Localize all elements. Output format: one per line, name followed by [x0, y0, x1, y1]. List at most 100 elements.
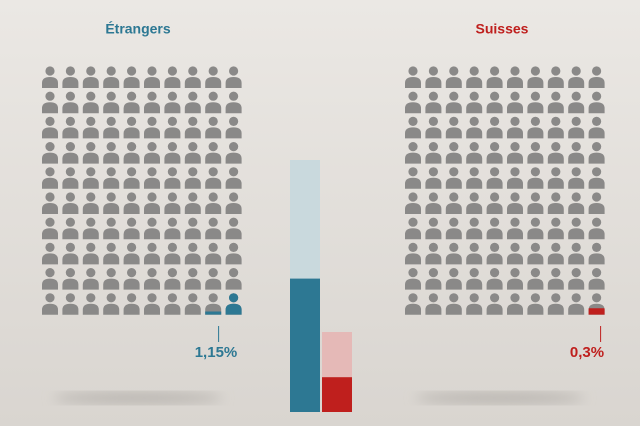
icon-head	[428, 242, 438, 252]
icon-body	[507, 127, 523, 139]
person-icon	[82, 66, 99, 88]
icon-body	[103, 253, 120, 265]
person-icon	[62, 167, 79, 189]
icon-body	[588, 228, 605, 240]
icon-head	[408, 66, 418, 76]
person-icon	[445, 217, 462, 240]
icon-body	[225, 127, 242, 139]
icon-body	[527, 278, 544, 290]
icon-head	[510, 242, 520, 252]
icon-head	[490, 192, 500, 202]
person-icon	[466, 268, 483, 290]
icon-body	[164, 77, 181, 88]
icon-body	[205, 228, 222, 240]
icon-head	[551, 293, 561, 303]
person-icon	[164, 167, 181, 189]
icon-body	[123, 278, 140, 290]
icon-body	[547, 152, 564, 164]
icon-head	[592, 268, 602, 278]
icon-head	[45, 217, 55, 227]
person-icon	[225, 268, 242, 290]
icon-head	[408, 293, 418, 303]
person-icon	[205, 217, 222, 240]
icon-body	[568, 253, 585, 265]
icon-body	[486, 177, 503, 189]
icon-head	[188, 242, 198, 252]
icon-body	[164, 102, 181, 114]
icon-head	[147, 167, 157, 177]
icon-body	[82, 152, 99, 164]
icon-grid	[42, 66, 242, 315]
person-icon	[507, 268, 523, 290]
person-icon	[62, 217, 79, 240]
icon-head	[449, 192, 459, 202]
icon-head	[510, 142, 520, 152]
icon-body	[425, 152, 442, 164]
icon-head	[530, 116, 541, 126]
person-icon	[588, 192, 605, 214]
icon-body	[42, 278, 58, 290]
icon-body	[103, 152, 120, 164]
icon-body	[225, 253, 242, 265]
person-icon	[82, 142, 99, 164]
icon-body	[486, 303, 503, 315]
icon-head	[408, 268, 418, 278]
icon-head	[208, 142, 218, 152]
person-icon	[466, 242, 483, 265]
person-icon	[547, 242, 564, 265]
icon-head	[428, 142, 438, 152]
person-icon	[184, 142, 201, 164]
icon-head	[449, 268, 459, 278]
icon-body	[164, 203, 181, 214]
icon-body	[588, 102, 605, 114]
icon-head	[229, 167, 239, 177]
icon-head	[449, 167, 459, 177]
person-icon	[527, 116, 544, 139]
person-icon	[405, 66, 421, 88]
highlight-icon	[205, 311, 222, 315]
person-icon	[62, 242, 79, 265]
person-icon	[62, 91, 79, 114]
icon-head	[592, 217, 602, 227]
person-icon	[588, 268, 605, 290]
icon-head	[469, 116, 479, 126]
person-icon	[547, 66, 564, 88]
icon-head	[592, 66, 602, 76]
icon-head	[428, 116, 438, 126]
person-icon	[103, 242, 120, 265]
icon-body	[42, 77, 58, 88]
icon-body	[425, 203, 442, 214]
icon-body	[184, 102, 201, 114]
icon-body	[425, 278, 442, 290]
icon-head	[592, 91, 602, 101]
icon-body	[527, 303, 544, 315]
icon-body	[445, 77, 462, 88]
icon-head	[490, 142, 500, 152]
icon-head	[408, 217, 418, 227]
icon-body	[62, 253, 79, 265]
icon-body	[466, 152, 483, 164]
icon-body	[225, 228, 242, 240]
icon-head	[106, 167, 116, 177]
person-icon	[205, 91, 222, 114]
icon-head	[571, 293, 581, 303]
person-icon	[82, 217, 99, 240]
icon-head	[530, 142, 541, 152]
icon-head	[510, 66, 520, 76]
icon-body	[225, 303, 242, 315]
icon-head	[428, 217, 438, 227]
series-title: Étrangers	[105, 21, 171, 37]
person-icon	[82, 192, 99, 214]
person-icon	[123, 91, 140, 114]
icon-head	[551, 66, 561, 76]
icon-head	[530, 91, 541, 101]
icon-head	[188, 91, 198, 101]
icon-head	[65, 217, 75, 227]
icon-body	[486, 228, 503, 240]
icon-head	[147, 116, 157, 126]
person-icon	[466, 167, 483, 189]
icon-head	[571, 192, 581, 202]
icon-head	[65, 268, 75, 278]
icon-head	[45, 167, 55, 177]
